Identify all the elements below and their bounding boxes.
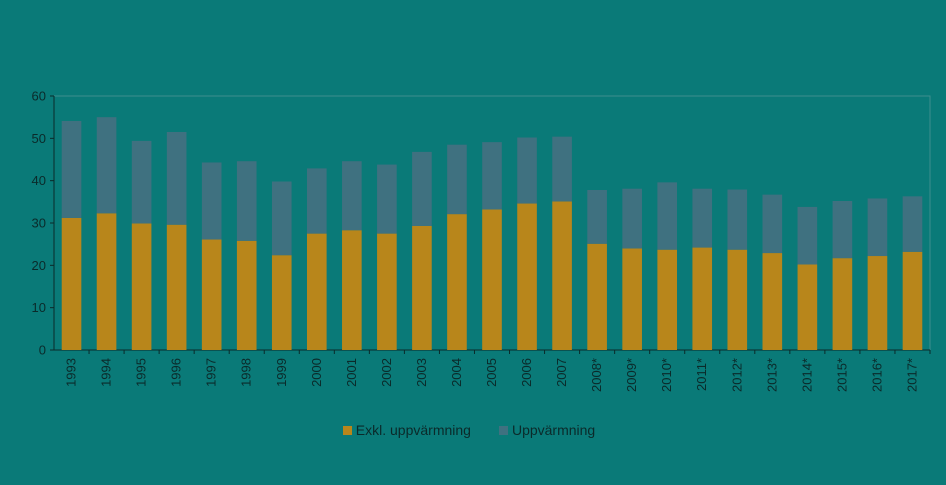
bar-heating bbox=[797, 206, 818, 265]
bar-excl-heating bbox=[201, 239, 222, 350]
bar-excl-heating bbox=[166, 224, 187, 350]
x-tick-label: 1999 bbox=[274, 358, 289, 387]
x-tick-label: 1997 bbox=[204, 358, 219, 387]
bar-heating bbox=[902, 196, 923, 252]
x-tick-label: 2001 bbox=[344, 358, 359, 387]
bar-heating bbox=[482, 142, 502, 210]
bar-excl-heating bbox=[342, 230, 362, 350]
bar-excl-heating bbox=[61, 217, 82, 350]
bar-excl-heating bbox=[377, 233, 397, 350]
bar-heating bbox=[587, 189, 607, 244]
bar-excl-heating bbox=[412, 225, 432, 350]
bar-heating bbox=[762, 194, 783, 254]
legend-item-excl-heating: Exkl. uppvärmning bbox=[342, 422, 471, 438]
bar-heating bbox=[201, 162, 222, 240]
bar-heating bbox=[727, 189, 748, 250]
bar-excl-heating bbox=[552, 201, 572, 350]
y-tick-label: 50 bbox=[32, 131, 46, 146]
bar-heating bbox=[377, 164, 397, 234]
bar-heating bbox=[832, 200, 853, 259]
bar-heating bbox=[166, 131, 187, 225]
bar-excl-heating bbox=[131, 223, 152, 350]
x-tick-label: 1994 bbox=[99, 358, 114, 387]
bar-heating bbox=[517, 137, 537, 204]
y-tick-label: 20 bbox=[32, 258, 46, 273]
x-tick-label: 1993 bbox=[64, 358, 79, 387]
x-tick-label: 1995 bbox=[134, 358, 149, 387]
x-tick-label: 1998 bbox=[239, 358, 254, 387]
legend: Exkl. uppvärmning Uppvärmning bbox=[0, 422, 942, 438]
bar-heating bbox=[412, 151, 432, 226]
bar-excl-heating bbox=[271, 255, 292, 350]
bar-excl-heating bbox=[692, 247, 713, 350]
bar-excl-heating bbox=[447, 214, 467, 350]
x-tick-label: 2009* bbox=[624, 358, 639, 392]
y-tick-label: 0 bbox=[39, 343, 46, 358]
legend-label-excl-heating: Exkl. uppvärmning bbox=[355, 422, 471, 438]
x-tick-label: 2008* bbox=[589, 358, 604, 392]
x-tick-label: 2005 bbox=[484, 358, 499, 387]
x-tick-label: 2013* bbox=[764, 358, 779, 392]
bar-heating bbox=[131, 140, 152, 224]
x-tick-label: 2004 bbox=[449, 358, 464, 387]
bar-heating bbox=[96, 117, 117, 214]
bar-heating bbox=[692, 188, 713, 248]
x-tick-label: 2011* bbox=[694, 358, 709, 391]
legend-swatch-heating bbox=[498, 425, 508, 435]
bar-excl-heating bbox=[832, 258, 853, 350]
y-tick-label: 60 bbox=[32, 89, 46, 104]
bar-heating bbox=[622, 188, 642, 249]
bar-excl-heating bbox=[657, 249, 678, 350]
bar-excl-heating bbox=[867, 256, 888, 350]
bar-heating bbox=[271, 181, 292, 256]
x-tick-label: 2012* bbox=[729, 358, 744, 392]
y-tick-label: 10 bbox=[32, 300, 46, 315]
y-tick-label: 40 bbox=[32, 173, 46, 188]
bar-excl-heating bbox=[517, 203, 537, 350]
stacked-bar-chart: 0 10 20 30 40 50 60 1993 1994 1995 1996 1997 1998 199… bbox=[32, 89, 931, 392]
bar-excl-heating bbox=[96, 213, 117, 350]
x-tick-label: 2002 bbox=[379, 358, 394, 387]
x-tick-label: 2016* bbox=[869, 358, 884, 392]
x-tick-label: 2017* bbox=[904, 358, 919, 392]
bar-excl-heating bbox=[727, 249, 748, 350]
bar-heating bbox=[867, 198, 888, 257]
bar-heating bbox=[342, 161, 362, 231]
bar-heating bbox=[657, 182, 678, 250]
bar-excl-heating bbox=[902, 251, 923, 350]
x-tick-label: 2003 bbox=[414, 358, 429, 387]
legend-swatch-excl-heating bbox=[342, 425, 352, 435]
bar-heating bbox=[61, 120, 82, 218]
bar-excl-heating bbox=[587, 243, 607, 350]
bar-heating bbox=[306, 168, 327, 234]
bar-excl-heating bbox=[797, 264, 818, 350]
bar-excl-heating bbox=[622, 248, 642, 350]
x-tick-label: 2007 bbox=[554, 358, 569, 387]
x-tick-label: 2015* bbox=[834, 358, 849, 392]
legend-item-heating: Uppvärmning bbox=[498, 422, 596, 438]
x-tick-label: 2000 bbox=[309, 358, 324, 387]
bar-excl-heating bbox=[762, 253, 783, 350]
bar-excl-heating bbox=[236, 240, 257, 350]
y-tick-label: 30 bbox=[32, 216, 46, 231]
bar-excl-heating bbox=[482, 209, 502, 350]
bar-heating bbox=[236, 161, 257, 241]
x-tick-label: 1996 bbox=[169, 358, 184, 387]
bar-heating bbox=[552, 136, 572, 202]
x-tick-label: 2006 bbox=[519, 358, 534, 387]
x-tick-label: 2010* bbox=[659, 358, 674, 392]
legend-label-heating: Uppvärmning bbox=[511, 422, 596, 438]
x-tick-label: 2014* bbox=[799, 358, 814, 392]
bar-excl-heating bbox=[306, 233, 327, 350]
bar-heating bbox=[447, 144, 467, 215]
